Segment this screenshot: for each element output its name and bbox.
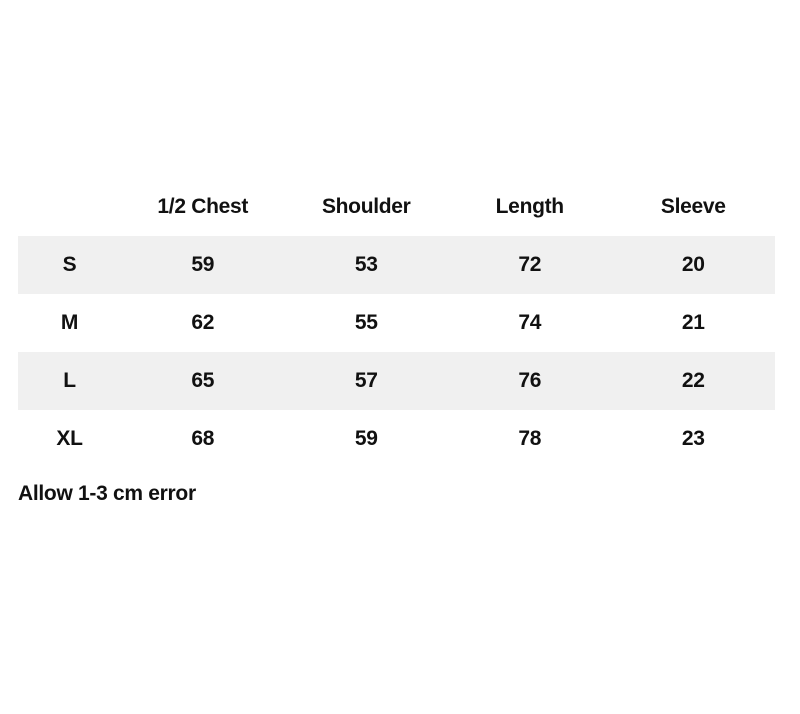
size-label: L [63,369,76,392]
length-value: 76 [518,369,542,392]
table-row-s: S 59 53 72 20 [18,236,775,294]
shoulder-value: 57 [354,369,378,392]
chest-value: 65 [191,369,215,392]
sleeve-value: 20 [681,253,705,276]
shoulder-value: 53 [354,253,378,276]
sleeve-value: 22 [681,369,705,392]
length-value: 72 [518,253,542,276]
size-chart-table: 1/2 Chest Shoulder Length Sleeve S 59 53… [18,178,775,468]
header-cell-sleeve: Sleeve [660,195,726,218]
size-label: XL [56,427,83,450]
header-cell-chest: 1/2 Chest [157,195,249,218]
size-label: S [62,253,77,276]
length-value: 78 [518,427,542,450]
header-cell-shoulder: Shoulder [321,195,411,218]
table-row-xl: XL 68 59 78 23 [18,410,775,468]
header-cell-size [18,178,121,236]
header-cell-length: Length [495,195,564,218]
sleeve-value: 23 [681,427,705,450]
chest-value: 68 [191,427,215,450]
size-chart: 1/2 Chest Shoulder Length Sleeve S 59 53… [18,178,775,506]
table-row-m: M 62 55 74 21 [18,294,775,352]
tolerance-note: Allow 1-3 cm error [18,482,196,505]
chest-value: 59 [191,253,215,276]
sleeve-value: 21 [681,311,705,334]
header-row: 1/2 Chest Shoulder Length Sleeve [18,178,775,236]
chest-value: 62 [191,311,215,334]
shoulder-value: 59 [354,427,378,450]
length-value: 74 [518,311,542,334]
size-label: M [60,311,79,334]
table-row-l: L 65 57 76 22 [18,352,775,410]
shoulder-value: 55 [354,311,378,334]
